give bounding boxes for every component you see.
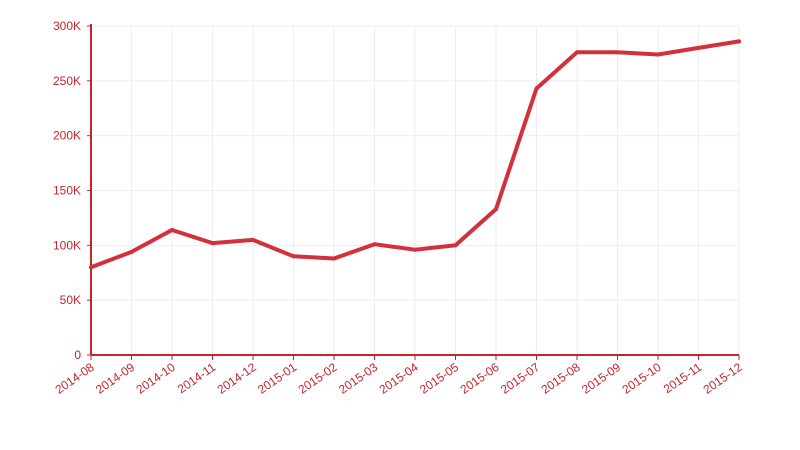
grid [91,25,740,355]
x-tick-label: 2014-09 [93,360,137,397]
x-tick-label: 2015-07 [498,360,542,397]
x-tick-label: 2014-12 [215,360,259,397]
data-point [251,237,255,242]
data-point [89,265,93,270]
data-point [453,243,458,248]
series-layer [89,39,741,270]
x-tick-label: 2014-08 [53,360,97,397]
data-point [170,227,174,232]
x-tick-label: 2015-04 [377,360,421,397]
data-point [494,207,498,212]
y-tick-label: 250K [53,74,81,88]
y-tick-label: 300K [53,19,81,33]
data-point [615,50,620,55]
x-tick-label: 2015-09 [579,360,623,397]
data-point [129,249,134,254]
x-tick-label: 2015-11 [661,360,705,396]
data-point [210,241,215,246]
x-tick-labels: 2014-082014-092014-102014-112014-122015-… [53,355,745,397]
x-tick-label: 2015-05 [417,360,461,397]
x-tick-label: 2015-12 [701,360,745,397]
x-tick-label: 2015-02 [296,360,340,397]
data-point [656,52,660,57]
data-point [575,50,579,55]
data-point [372,242,377,247]
y-tick-label: 150K [53,184,81,198]
data-point [291,254,296,259]
x-tick-label: 2015-01 [255,360,299,397]
x-tick-label: 2015-10 [620,360,664,397]
data-point [696,45,701,50]
y-tick-labels: 0 50K 100K 150K 200K 250K 300K [53,19,91,362]
data-point [413,247,417,252]
y-tick-label: 100K [53,238,81,252]
x-tick-label: 2015-06 [458,360,502,397]
data-point [737,39,741,44]
y-tick-label: 200K [53,129,81,143]
x-tick-label: 2015-08 [539,360,583,397]
data-point [332,256,336,261]
y-tick-label: 0 [74,348,81,362]
x-tick-label: 2014-11 [175,360,219,396]
x-tick-label: 2014-10 [134,360,178,397]
y-tick-label: 50K [60,293,81,307]
x-tick-label: 2015-03 [336,360,380,397]
data-point [534,86,539,91]
